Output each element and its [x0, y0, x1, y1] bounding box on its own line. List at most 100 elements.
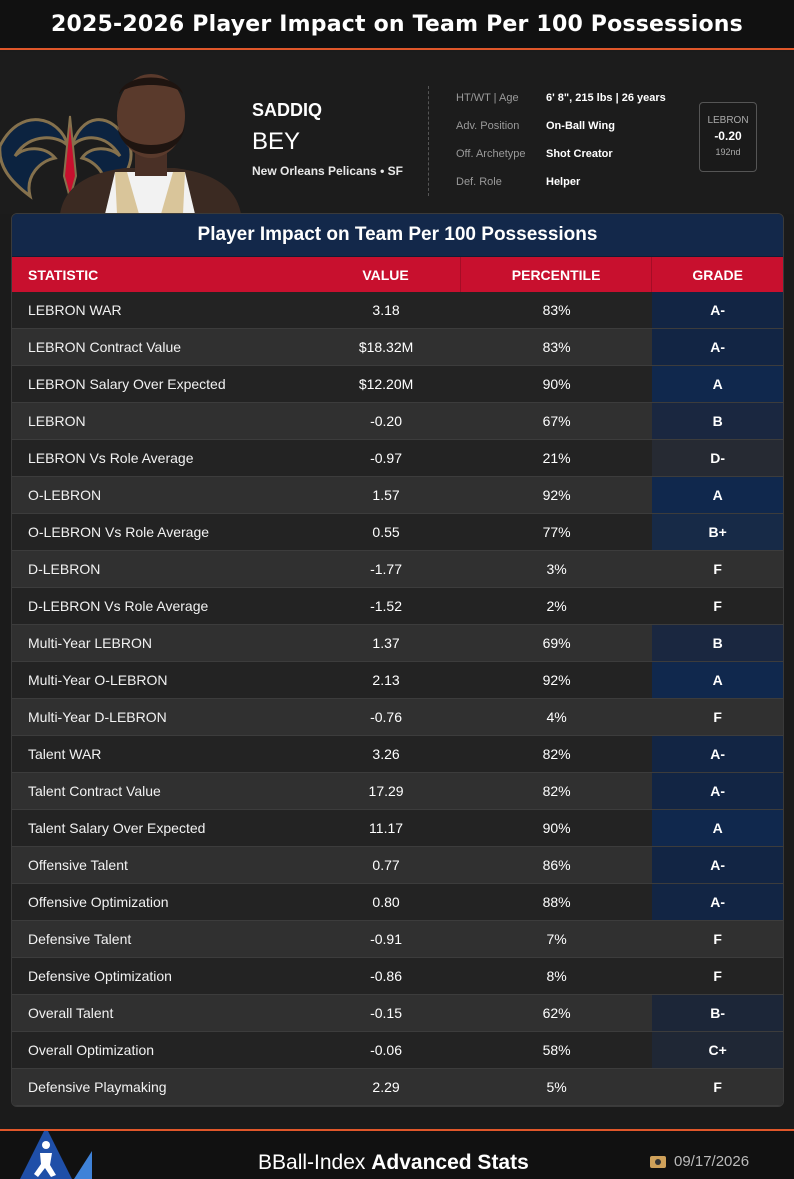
- info-value: On-Ball Wing: [546, 120, 615, 132]
- row-value: -0.15: [370, 1005, 403, 1021]
- row-grade: A: [652, 810, 783, 846]
- row-grade: A-: [652, 736, 783, 772]
- row-percentile: 4%: [546, 709, 567, 725]
- row-percentile: 82%: [542, 783, 571, 799]
- table-row: Defensive Optimization -0.86 8% F: [12, 958, 783, 995]
- table-row: Offensive Optimization 0.80 88% A-: [12, 884, 783, 921]
- row-value: 11.17: [369, 820, 404, 836]
- row-value: $18.32M: [358, 339, 414, 355]
- row-statistic: LEBRON WAR: [28, 302, 122, 318]
- row-statistic: LEBRON Salary Over Expected: [28, 376, 226, 392]
- row-value: 1.57: [372, 487, 400, 503]
- row-statistic: O-LEBRON: [28, 487, 102, 503]
- row-percentile: 92%: [542, 487, 571, 503]
- row-statistic: Talent Salary Over Expected: [28, 820, 206, 836]
- row-value: -0.91: [370, 931, 403, 947]
- table-row: O-LEBRON 1.57 92% A: [12, 477, 783, 514]
- row-statistic: LEBRON Contract Value: [28, 339, 182, 355]
- table-row: Multi-Year D-LEBRON -0.76 4% F: [12, 699, 783, 736]
- row-value: -0.06: [370, 1042, 403, 1058]
- row-percentile: 58%: [542, 1042, 571, 1058]
- row-statistic: Multi-Year O-LEBRON: [28, 672, 168, 688]
- row-grade: A-: [652, 329, 783, 365]
- table-row: Talent Contract Value 17.29 82% A-: [12, 773, 783, 810]
- row-value: 3.18: [372, 302, 400, 318]
- footer-brand-name: BBall-Index: [258, 1151, 366, 1174]
- row-value: -0.97: [370, 450, 403, 466]
- row-grade: B: [652, 625, 783, 661]
- row-value: 0.55: [372, 524, 400, 540]
- row-percentile: 88%: [542, 894, 571, 910]
- row-percentile: 77%: [542, 524, 571, 540]
- row-value: -1.52: [370, 598, 403, 614]
- row-value: -0.76: [370, 709, 403, 725]
- page-footer: BBall-Index Advanced Stats 09/17/2026: [0, 1129, 794, 1179]
- row-value: 0.77: [372, 857, 400, 873]
- info-divider: [428, 86, 429, 196]
- table-row: LEBRON -0.20 67% B: [12, 403, 783, 440]
- row-statistic: D-LEBRON Vs Role Average: [28, 598, 209, 614]
- row-percentile: 83%: [542, 339, 571, 355]
- table-row: Talent Salary Over Expected 11.17 90% A: [12, 810, 783, 847]
- row-grade: B-: [652, 995, 783, 1031]
- table-row: LEBRON WAR 3.18 83% A-: [12, 292, 783, 329]
- row-statistic: D-LEBRON: [28, 561, 101, 577]
- row-grade: A: [652, 477, 783, 513]
- row-percentile: 69%: [542, 635, 571, 651]
- row-percentile: 62%: [542, 1005, 571, 1021]
- table-row: Multi-Year LEBRON 1.37 69% B: [12, 625, 783, 662]
- row-value: 2.13: [372, 672, 400, 688]
- row-grade: B: [652, 403, 783, 439]
- info-label: Def. Role: [456, 176, 502, 188]
- row-grade: F: [713, 931, 722, 947]
- row-statistic: Defensive Talent: [28, 931, 132, 947]
- info-value: Helper: [546, 176, 581, 188]
- lebron-summary-box: LEBRON -0.20 192nd: [699, 102, 757, 172]
- row-value: 17.29: [368, 783, 404, 799]
- lebron-box-rank: 192nd: [715, 147, 741, 157]
- page-title: 2025-2026 Player Impact on Team Per 100 …: [51, 11, 743, 37]
- row-percentile: 83%: [542, 302, 571, 318]
- row-grade: A: [652, 366, 783, 402]
- row-statistic: Defensive Optimization: [28, 968, 172, 984]
- row-percentile: 5%: [546, 1079, 567, 1095]
- table-row: Defensive Talent -0.91 7% F: [12, 921, 783, 958]
- row-value: 1.37: [372, 635, 400, 651]
- table-row: D-LEBRON -1.77 3% F: [12, 551, 783, 588]
- row-statistic: Overall Talent: [28, 1005, 114, 1021]
- row-percentile: 3%: [546, 561, 567, 577]
- camera-icon: [650, 1155, 666, 1168]
- row-statistic: LEBRON: [28, 413, 86, 429]
- column-header-value: VALUE: [311, 257, 461, 292]
- row-grade: F: [713, 968, 722, 984]
- row-grade: B+: [652, 514, 783, 550]
- row-percentile: 82%: [542, 746, 571, 762]
- footer-date-wrap: 09/17/2026: [650, 1153, 749, 1170]
- page-header: 2025-2026 Player Impact on Team Per 100 …: [0, 0, 794, 50]
- row-value: -0.86: [370, 968, 403, 984]
- column-header-grade: GRADE: [692, 266, 743, 283]
- table-row: D-LEBRON Vs Role Average -1.52 2% F: [12, 588, 783, 625]
- table-row: Multi-Year O-LEBRON 2.13 92% A: [12, 662, 783, 699]
- row-percentile: 8%: [546, 968, 567, 984]
- row-statistic: LEBRON Vs Role Average: [28, 450, 194, 466]
- table-body: LEBRON WAR 3.18 83% A- LEBRON Contract Value…: [12, 292, 783, 1106]
- row-grade: F: [713, 709, 722, 725]
- lebron-box-value: -0.20: [714, 129, 742, 143]
- player-last-name: BEY: [252, 128, 301, 155]
- row-percentile: 86%: [542, 857, 571, 873]
- row-statistic: Offensive Talent: [28, 857, 128, 873]
- row-percentile: 21%: [542, 450, 571, 466]
- table-header: STATISTIC VALUE PERCENTILE GRADE: [12, 257, 783, 292]
- row-percentile: 92%: [542, 672, 571, 688]
- footer-brand: BBall-Index Advanced Stats: [258, 1151, 529, 1175]
- row-statistic: O-LEBRON Vs Role Average: [28, 524, 210, 540]
- row-percentile: 7%: [546, 931, 567, 947]
- bball-index-logo-icon: [20, 1131, 92, 1179]
- info-value: Shot Creator: [546, 148, 613, 160]
- info-label: Adv. Position: [456, 120, 520, 132]
- table-title: Player Impact on Team Per 100 Possession…: [197, 224, 598, 245]
- table-row: Overall Talent -0.15 62% B-: [12, 995, 783, 1032]
- row-percentile: 67%: [542, 413, 571, 429]
- row-value: 3.26: [372, 746, 400, 762]
